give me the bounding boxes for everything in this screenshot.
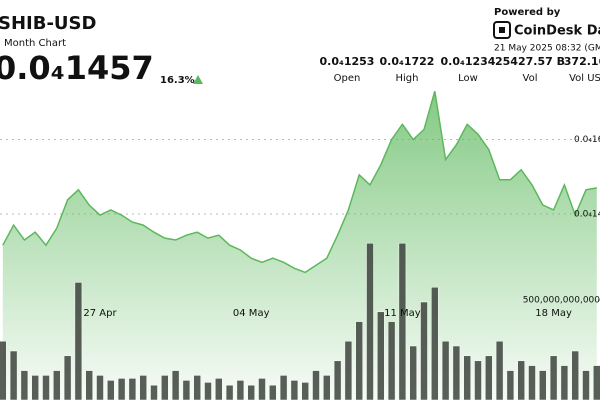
volume-bar (593, 365, 600, 400)
change: 16.3% (160, 75, 195, 86)
volume-bar (236, 380, 245, 400)
volume-bar (85, 370, 93, 400)
volume-bar (312, 370, 320, 400)
stat-value: 372.16 (564, 55, 600, 68)
volume-bar (344, 340, 353, 400)
price-line (2, 90, 597, 274)
y-tick-label: 0.0₄14 (574, 209, 600, 219)
volume-bar (409, 345, 417, 400)
brand: CoinDesk Dat (514, 24, 600, 39)
subtitle: Month Chart (4, 38, 66, 49)
volume-bar (31, 375, 39, 400)
stat-label: Vol US (569, 73, 600, 84)
volume-bar (420, 301, 428, 400)
volume-bar (355, 321, 363, 400)
y2-tick-label: 500,000,000,000 (523, 296, 600, 306)
volume-bar (431, 286, 439, 400)
volume-bar (63, 355, 72, 400)
volume-bar (150, 384, 158, 400)
volume-bar (387, 321, 396, 400)
volume-bar (182, 380, 191, 400)
volume-bar (333, 360, 342, 400)
volume-bar (377, 311, 385, 400)
x-tick-label: 27 Apr (83, 308, 117, 319)
price: 0.0₄1457 (0, 49, 154, 87)
symbol: SHIB-USD (0, 13, 96, 34)
volume-bar (139, 375, 147, 400)
y-tick-label: 0.0₄16 (574, 135, 600, 145)
volume-bar (452, 345, 461, 400)
volume-bar (225, 384, 234, 400)
volume-bar (323, 375, 331, 400)
volume-bar (398, 242, 407, 400)
volume-bar (366, 242, 374, 400)
volume-bar (96, 375, 104, 400)
plot: 0.0₄16 0.0₄14 500,000,000,000 27 Apr 04 May 1… (0, 90, 600, 400)
stat-label: High (396, 73, 419, 84)
volume-bar (53, 370, 61, 400)
stat-label: Low (458, 73, 478, 84)
volume-bar (258, 378, 266, 400)
stat-value: 0.0₄1722 (380, 55, 435, 68)
volume-bar (215, 378, 223, 400)
volume-bar (279, 375, 288, 400)
volume-bar (506, 370, 515, 400)
volume-bar (463, 355, 471, 400)
volume-bar (193, 375, 201, 400)
volume-bar (117, 378, 126, 400)
stat-value: 0.0₄1234 (441, 55, 496, 68)
volume-bar (20, 370, 29, 400)
volume-bar (528, 365, 536, 400)
volume-bar (128, 378, 137, 400)
volume-bar (171, 370, 180, 400)
stat-value: 25427.57 B (495, 55, 565, 68)
x-tick-label: 11 May (384, 308, 421, 319)
volume-bar (290, 380, 299, 400)
price-area (2, 91, 597, 400)
stats: 0.0₄1253 Open 0.0₄1722 High 0.0₄1234 Low 25427… (320, 55, 600, 84)
volume-bar (549, 355, 558, 400)
volume-bar (474, 360, 482, 400)
volume-bar (571, 350, 579, 400)
volume-bar (517, 360, 525, 400)
volume-bar (0, 340, 7, 400)
volume-bar (539, 370, 547, 400)
volume-bar (204, 382, 212, 400)
x-tick-label: 04 May (233, 308, 270, 319)
volume-bar (161, 375, 169, 400)
logo (493, 21, 511, 39)
volume-bar (269, 384, 277, 400)
timestamp: 21 May 2025 08:32 (GM (494, 44, 600, 54)
volume-bar (247, 384, 255, 400)
volume-bar (485, 355, 493, 400)
volume-bar (9, 350, 18, 400)
volume-bar (441, 340, 450, 400)
stat-value: 0.0₄1253 (320, 55, 375, 68)
stat-label: Vol (523, 73, 538, 84)
volume-bar (107, 380, 115, 400)
up-arrow (193, 75, 203, 84)
stat-label: Open (334, 73, 361, 84)
volume-bar (301, 382, 309, 400)
x-tick-label: 18 May (535, 308, 572, 319)
volume-bar (560, 365, 569, 400)
volume-bar (42, 375, 50, 400)
volume-bar (495, 340, 504, 400)
powered-by: Powered by (494, 7, 561, 18)
volume-bar (582, 370, 590, 400)
volume-bar (74, 282, 83, 400)
